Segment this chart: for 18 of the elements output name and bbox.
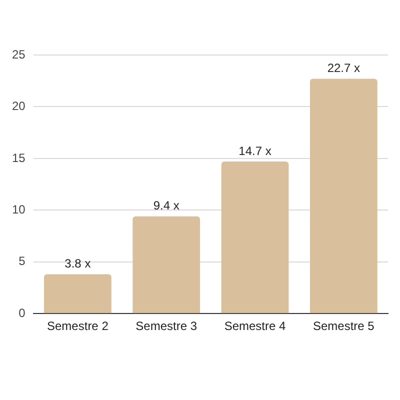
y-tick-label: 15 <box>12 150 26 165</box>
data-label: 3.8 x <box>64 256 91 271</box>
bar <box>221 162 289 314</box>
y-tick-label: 20 <box>12 99 26 114</box>
data-label: 9.4 x <box>153 198 180 213</box>
data-label: 14.7 x <box>238 144 272 158</box>
bar <box>310 78 378 314</box>
y-tick-label: 5 <box>18 254 26 268</box>
x-tick-label: Semestre 5 <box>312 319 375 334</box>
bar <box>44 274 112 314</box>
y-tick-label: 0 <box>18 306 26 320</box>
y-tick-label: 25 <box>12 47 26 62</box>
x-tick-label: Semestre 3 <box>136 319 198 334</box>
x-tick-label: Semestre 4 <box>224 319 286 334</box>
data-label: 22.7 x <box>327 61 360 76</box>
y-tick-label: 10 <box>12 202 26 216</box>
bar <box>132 216 200 314</box>
x-tick-label: Semestre 2 <box>47 319 109 334</box>
